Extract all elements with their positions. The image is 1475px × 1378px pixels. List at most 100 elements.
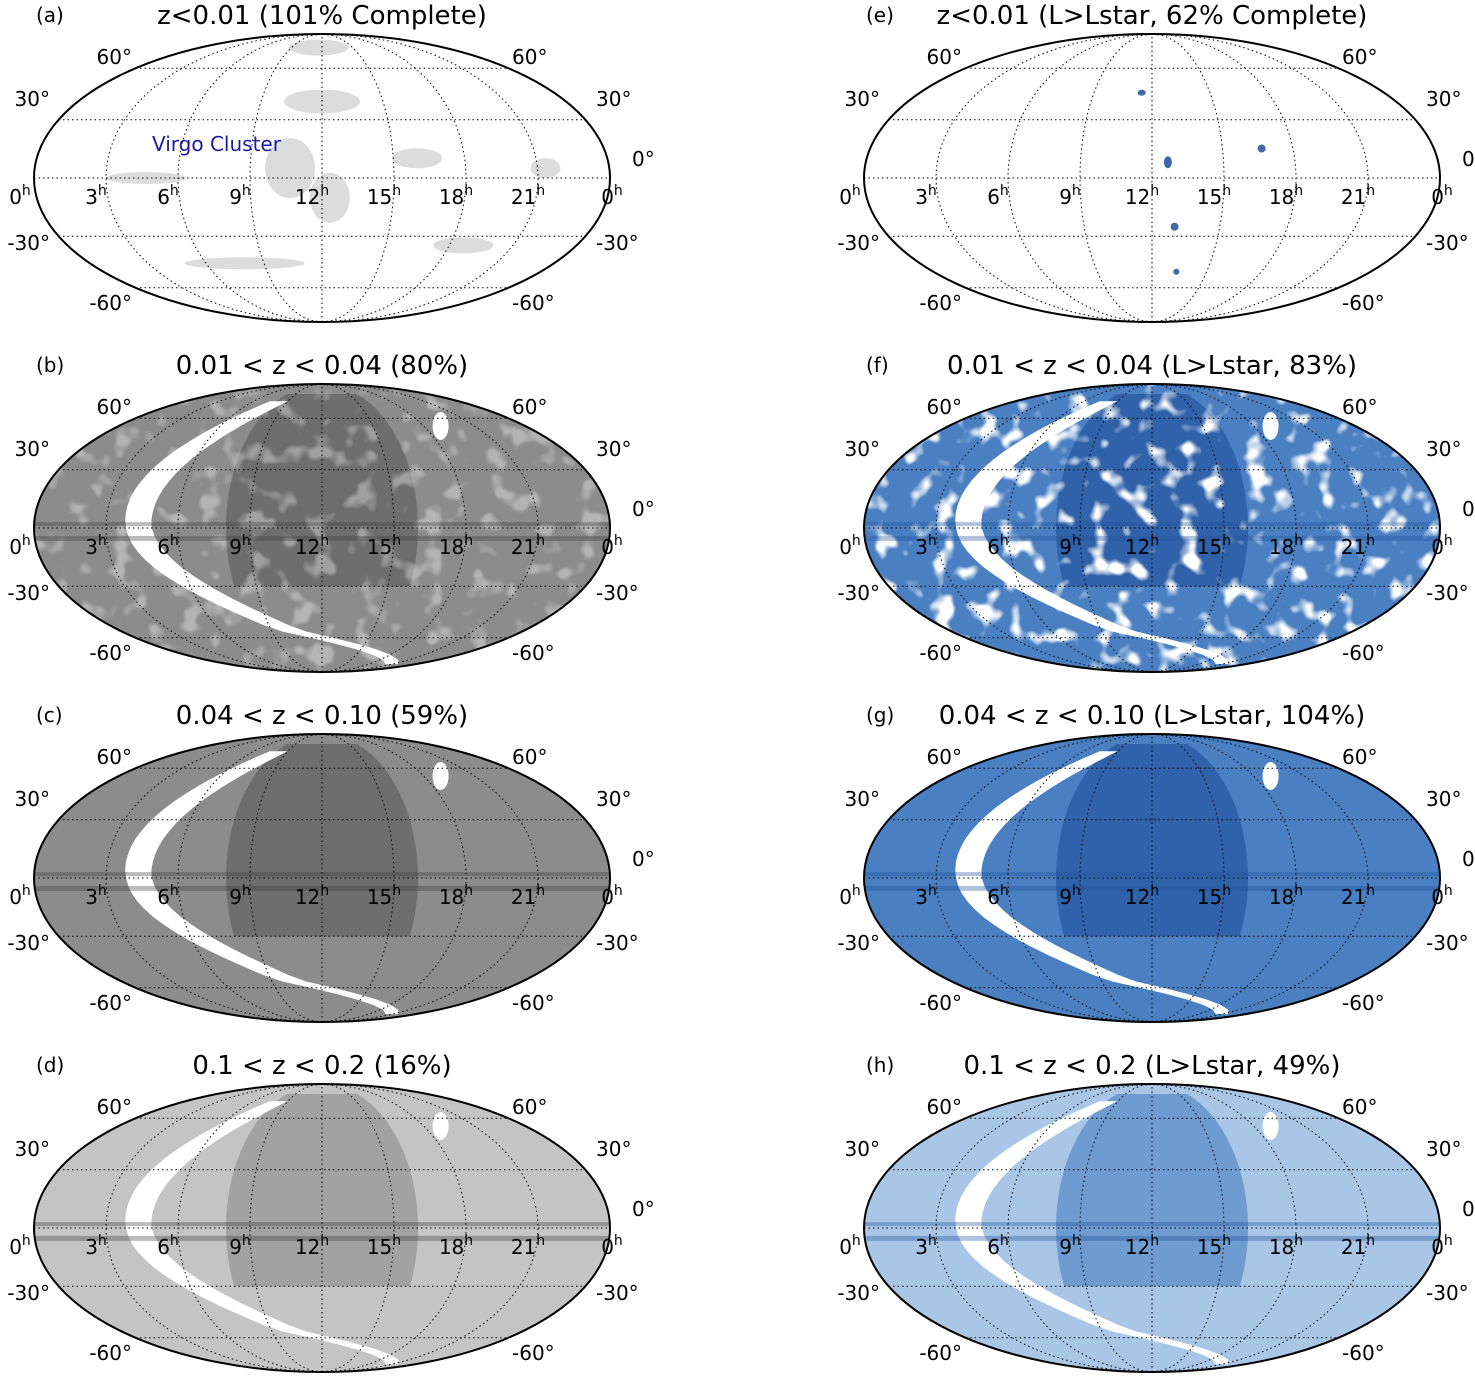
latitude-label: -30° — [596, 1281, 639, 1305]
latitude-label: 30° — [596, 437, 631, 461]
ra-hour-label: 18h — [439, 1233, 473, 1259]
panel-title: 0.04 < z < 0.10 (L>Lstar, 104%) — [939, 701, 1366, 731]
panel-letter: (c) — [36, 703, 63, 727]
panel-letter: (b) — [36, 353, 64, 377]
latitude-label: 60° — [927, 395, 962, 419]
latitude-label: 0° — [632, 847, 655, 871]
ra-hour-label: 18h — [1269, 883, 1303, 909]
latitude-label: 30° — [15, 1137, 50, 1161]
latitude-label: 0° — [1462, 847, 1475, 871]
ra-hour-label: 21h — [511, 1233, 545, 1259]
ra-hour-label: 0h — [839, 883, 861, 909]
latitude-label: 30° — [1426, 1137, 1461, 1161]
graticule — [34, 383, 610, 673]
ra-hour-label: 21h — [1341, 533, 1375, 559]
latitude-label: -30° — [596, 581, 639, 605]
panel-title: 0.01 < z < 0.04 (L>Lstar, 83%) — [947, 351, 1357, 381]
ra-hour-label: 18h — [439, 183, 473, 209]
ra-hour-label: 3h — [915, 183, 937, 209]
ra-hour-label: 21h — [1341, 183, 1375, 209]
ra-hour-label: 6h — [157, 1233, 179, 1259]
ra-hour-label: 18h — [439, 533, 473, 559]
ra-hour-label: 0h — [839, 183, 861, 209]
latitude-label: -30° — [7, 231, 50, 255]
ra-hour-label: 15h — [1197, 183, 1231, 209]
latitude-label: 0° — [632, 497, 655, 521]
latitude-label: -60° — [919, 991, 962, 1015]
latitude-label: 60° — [97, 45, 132, 69]
panel-e: z<0.01 (L>Lstar, 62% Complete) (e) 60° 60° 3… — [837, 1, 1475, 323]
panel-title: 0.04 < z < 0.10 (59%) — [176, 701, 468, 731]
latitude-label: -60° — [512, 1341, 555, 1365]
ra-hour-label: 0h — [839, 1233, 861, 1259]
ra-hour-label: 0h — [9, 183, 31, 209]
latitude-label: 30° — [596, 87, 631, 111]
ra-hour-label: 0h — [9, 1233, 31, 1259]
latitude-label: -60° — [1342, 1341, 1385, 1365]
latitude-label: 30° — [1426, 787, 1461, 811]
map-outline — [863, 383, 1441, 673]
graticule — [34, 33, 610, 323]
latitude-label: -30° — [837, 931, 880, 955]
ra-hour-label: 0h — [601, 883, 623, 909]
latitude-label: 60° — [97, 1095, 132, 1119]
ra-hour-label: 15h — [367, 1233, 401, 1259]
latitude-label: -60° — [919, 291, 962, 315]
graticule — [864, 1083, 1440, 1373]
ra-hour-label: 9h — [1059, 883, 1081, 909]
ra-hour-label: 15h — [367, 883, 401, 909]
latitude-label: 30° — [596, 787, 631, 811]
ra-hour-label: 12h — [1125, 533, 1159, 559]
latitude-label: -30° — [7, 581, 50, 605]
ra-hour-label: 3h — [85, 1233, 107, 1259]
ra-hour-label: 15h — [1197, 533, 1231, 559]
ra-hour-label: 3h — [915, 533, 937, 559]
latitude-label: -30° — [596, 231, 639, 255]
ra-hour-label: 18h — [1269, 533, 1303, 559]
ra-hour-label: 0h — [9, 533, 31, 559]
ra-hour-label: 9h — [229, 1233, 251, 1259]
ra-hour-label: 12h — [295, 183, 329, 209]
ra-hour-label: 3h — [915, 883, 937, 909]
ra-hour-label: 9h — [1059, 1233, 1081, 1259]
latitude-label: 30° — [15, 787, 50, 811]
latitude-label: -60° — [89, 291, 132, 315]
ra-hour-label: 0h — [601, 1233, 623, 1259]
ra-hour-label: 21h — [511, 883, 545, 909]
panel-title: z<0.01 (101% Complete) — [157, 1, 487, 31]
latitude-label: -60° — [89, 641, 132, 665]
panel-title: 0.1 < z < 0.2 (16%) — [192, 1051, 451, 1081]
panel-letter: (g) — [866, 703, 894, 727]
graticule — [34, 733, 610, 1023]
latitude-label: 0° — [1462, 497, 1475, 521]
graticule — [864, 33, 1440, 323]
ra-hour-label: 0h — [1431, 183, 1453, 209]
panel-g: 0.04 < z < 0.10 (L>Lstar, 104%) (g) 60° 60°… — [837, 701, 1475, 1023]
latitude-label: -60° — [919, 641, 962, 665]
ra-hour-label: 18h — [1269, 183, 1303, 209]
latitude-label: 30° — [845, 437, 880, 461]
panel-letter: (f) — [866, 353, 889, 377]
ra-hour-label: 0h — [9, 883, 31, 909]
latitude-label: -30° — [1426, 581, 1469, 605]
latitude-label: -60° — [512, 641, 555, 665]
ra-hour-label: 0h — [1431, 883, 1453, 909]
ra-hour-label: 6h — [157, 533, 179, 559]
latitude-label: -30° — [7, 931, 50, 955]
latitude-label: -60° — [1342, 291, 1385, 315]
ra-hour-label: 3h — [85, 883, 107, 909]
panel-letter: (d) — [36, 1053, 64, 1077]
latitude-label: 60° — [97, 395, 132, 419]
ra-hour-label: 15h — [1197, 1233, 1231, 1259]
map-outline — [33, 1083, 611, 1373]
map-outline — [863, 1083, 1441, 1373]
ra-hour-label: 0h — [601, 533, 623, 559]
ra-hour-label: 12h — [1125, 883, 1159, 909]
ra-hour-label: 6h — [987, 883, 1009, 909]
latitude-label: 60° — [927, 745, 962, 769]
panel-title: 0.01 < z < 0.04 (80%) — [176, 351, 468, 381]
latitude-label: 0° — [1462, 147, 1475, 171]
ra-hour-label: 15h — [367, 183, 401, 209]
panel-title: z<0.01 (L>Lstar, 62% Complete) — [937, 1, 1368, 31]
map-outline — [33, 33, 611, 323]
